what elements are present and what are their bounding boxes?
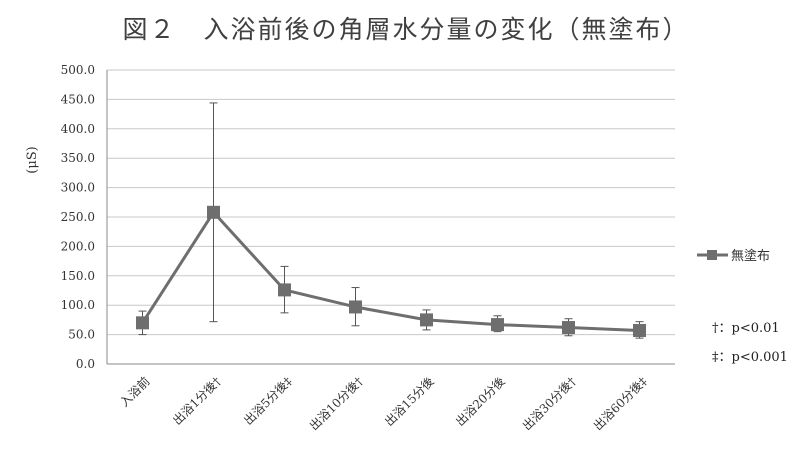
y-axis-ticks: 0.0 50.0 100.0 150.0 200.0 250.0 300.0 350.0 400…	[61, 63, 95, 371]
y-tick-label: 300.0	[61, 181, 95, 195]
y-tick-label: 400.0	[61, 122, 95, 136]
data-point	[278, 283, 291, 297]
y-tick-label: 250.0	[61, 210, 95, 224]
y-tick-label: 0.0	[76, 357, 95, 371]
data-point	[633, 323, 646, 337]
legend-marker	[707, 250, 717, 260]
data-point	[491, 318, 504, 332]
y-axis-label: (μS)	[25, 146, 40, 174]
x-tick-label: 入浴前	[117, 374, 153, 410]
y-tick-label: 350.0	[61, 151, 95, 165]
y-tick-label: 450.0	[61, 92, 95, 106]
legend-label: 無塗布	[731, 248, 770, 264]
error-bars	[138, 102, 644, 339]
significance-note-double-dagger: ‡：p<0.001	[712, 350, 788, 365]
y-tick-label: 50.0	[68, 328, 95, 342]
data-markers	[136, 205, 646, 337]
y-tick-label: 200.0	[61, 239, 95, 253]
data-point	[420, 313, 433, 327]
x-axis-ticks: 入浴前 出浴1分後† 出浴5分後‡ 出浴10分後† 出浴15分後 出浴20分後 出浴30分後…	[117, 374, 650, 434]
data-point	[136, 316, 149, 330]
legend: 無塗布	[697, 248, 770, 264]
x-tick-label: 出浴60分後‡	[591, 374, 650, 433]
x-tick-label: 出浴30分後†	[520, 374, 579, 433]
significance-note-dagger: †：p<0.01	[712, 321, 780, 336]
x-tick-label: 出浴20分後	[453, 374, 508, 429]
series-line	[141, 210, 640, 332]
x-tick-label: 出浴10分後†	[307, 374, 366, 433]
x-tick-label: 出浴15分後	[382, 374, 437, 429]
x-tick-label: 出浴5分後‡	[241, 374, 294, 427]
data-point	[562, 321, 575, 335]
y-tick-label: 100.0	[61, 298, 95, 312]
data-point	[349, 300, 362, 314]
data-point	[207, 205, 220, 219]
y-tick-label: 150.0	[61, 269, 95, 283]
y-tick-label: 500.0	[61, 63, 95, 77]
chart-title: 図２ 入浴前後の角層水分量の変化（無塗布）	[122, 15, 690, 44]
series-lines	[141, 210, 640, 332]
x-tick-label: 出浴1分後†	[170, 374, 223, 427]
gridlines	[106, 69, 675, 365]
